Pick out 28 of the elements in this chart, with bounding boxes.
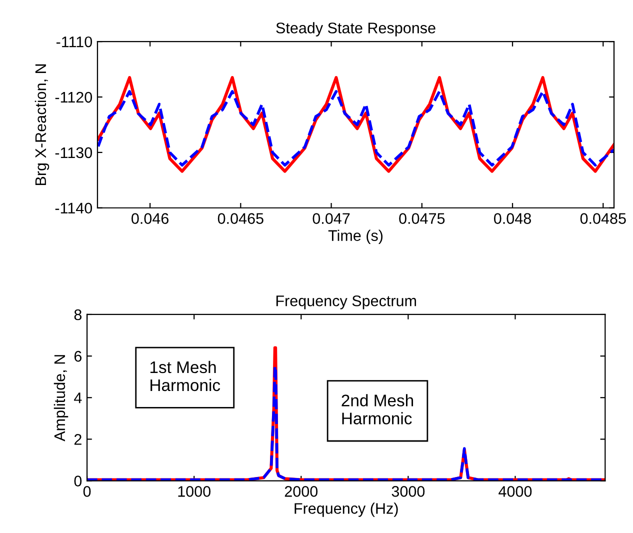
y-tick-label: 4 xyxy=(74,392,82,404)
x-tick-label: 2000 xyxy=(284,486,318,497)
y-tick-label: 0 xyxy=(74,476,82,486)
y-tick-label: -1110 xyxy=(56,36,92,48)
y-tick-label: -1130 xyxy=(55,147,92,158)
annotation: 2nd Mesh Harmonic xyxy=(342,394,414,424)
x-tick-label: 0.0475 xyxy=(399,213,445,224)
y-axis-title: Brg X-Reaction, N xyxy=(34,64,50,186)
x-tick-label: 3000 xyxy=(392,486,425,497)
annotation: 1st Mesh Harmonic xyxy=(150,360,220,392)
x-tick-label: 4000 xyxy=(498,486,532,497)
x-axis-title: Frequency (Hz) xyxy=(294,502,398,517)
x-tick-label: 0.0485 xyxy=(580,213,626,224)
chart-title: Frequency Spectrum xyxy=(276,295,416,310)
y-axis-title: Amplitude, N xyxy=(54,355,68,442)
y-tick-label: 6 xyxy=(74,350,82,362)
x-tick-label: 0.0465 xyxy=(218,213,264,224)
chart-title: Steady State Response xyxy=(276,22,436,36)
x-tick-label: 0.046 xyxy=(132,213,168,224)
y-tick-label: 2 xyxy=(74,434,82,445)
x-tick-label: 0.047 xyxy=(312,213,350,224)
x-tick-label: 0.048 xyxy=(494,213,531,224)
line-series xyxy=(97,90,614,167)
x-tick-label: 1000 xyxy=(178,486,210,497)
y-tick-label: 8 xyxy=(74,309,82,320)
y-tick-label: -1140 xyxy=(55,202,92,214)
y-tick-label: -1120 xyxy=(55,92,92,103)
x-axis-title: Time (s) xyxy=(328,230,383,244)
